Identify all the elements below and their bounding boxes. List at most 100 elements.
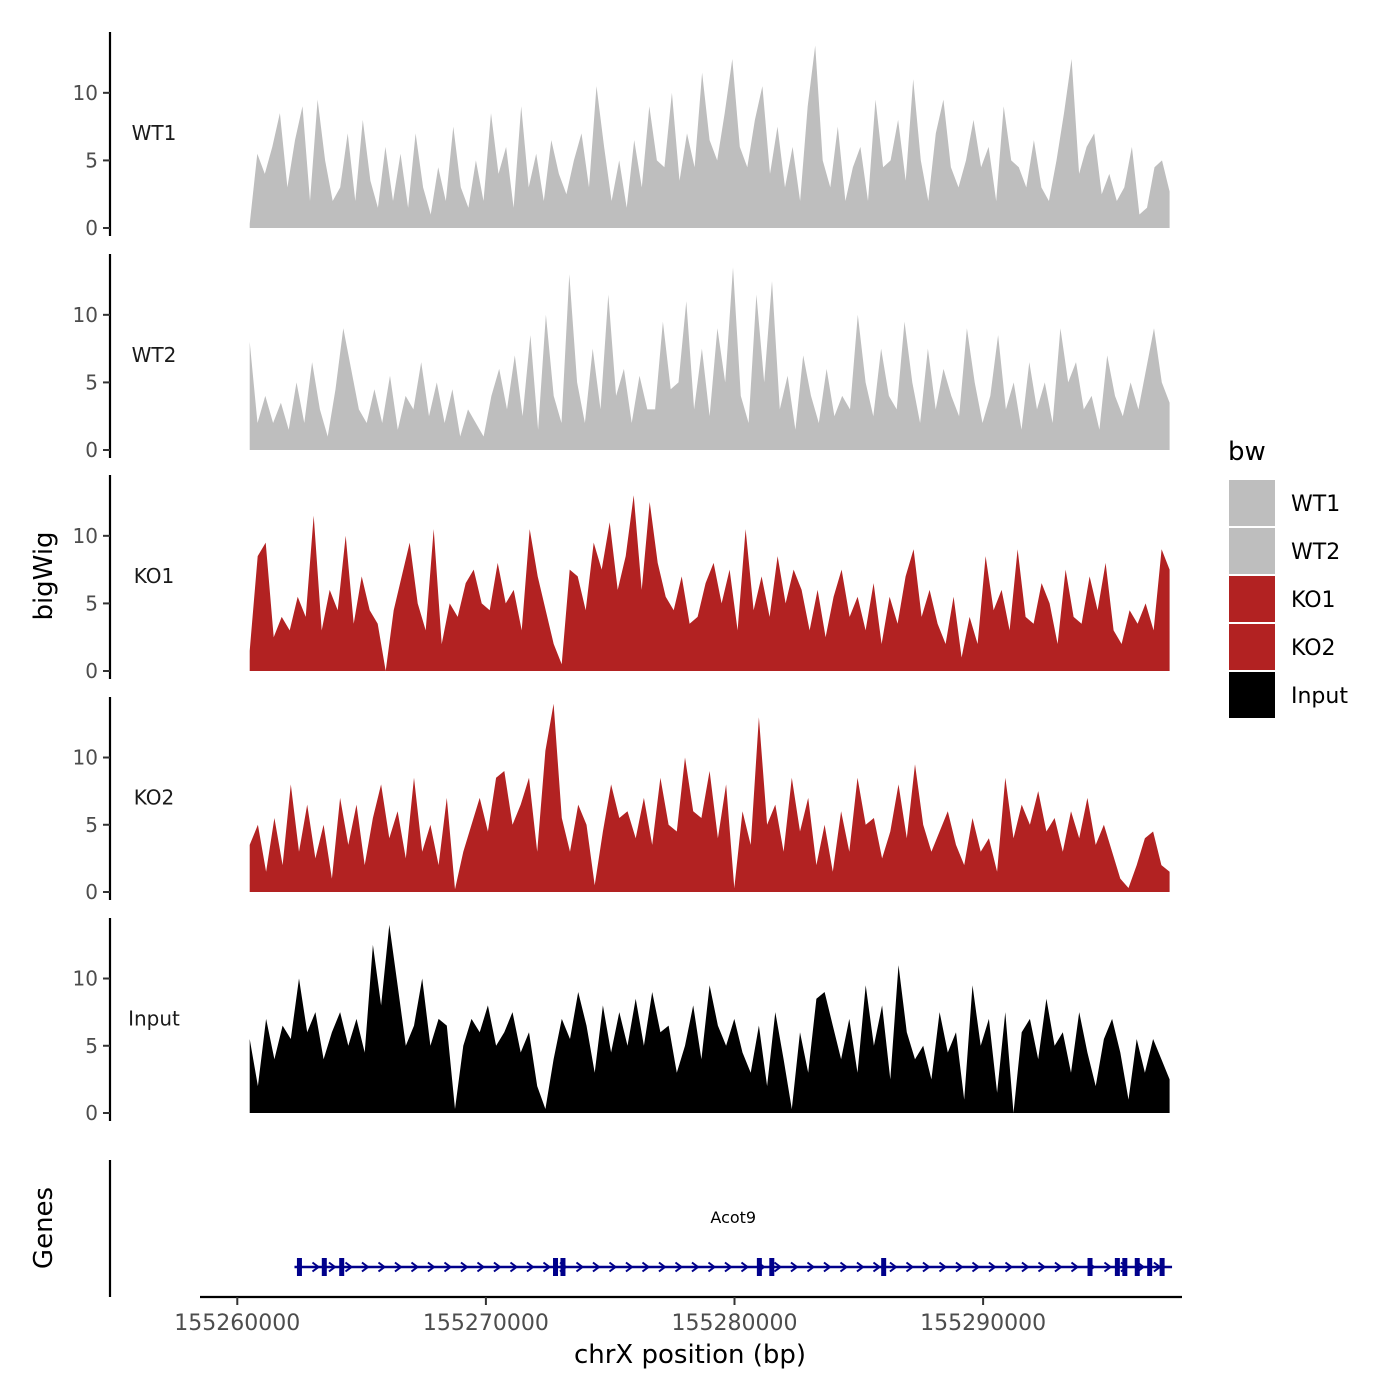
- strand-arrow: [427, 1261, 436, 1273]
- y-tick-label: 0: [85, 438, 98, 462]
- gene-label: Acot9: [710, 1208, 756, 1227]
- track-label: WT2: [132, 343, 177, 367]
- strand-arrow: [889, 1261, 898, 1273]
- track-label: KO1: [134, 564, 175, 588]
- signal-tracks: 0 5 10 WT1 0 5 10 WT2 0 5 10 KO1 0 5 10 KO2 0 5 10 Input: [73, 32, 1170, 1125]
- strand-arrow: [922, 1261, 931, 1273]
- x-tick-label: 155290000: [920, 1311, 1046, 1336]
- y-tick-label: 5: [85, 148, 98, 172]
- exon: [1134, 1258, 1140, 1276]
- strand-arrow: [971, 1261, 981, 1273]
- track-ko2: 0 5 10 KO2: [73, 697, 1170, 904]
- y-tick-label: 0: [85, 216, 98, 240]
- y-tick-label: 10: [73, 303, 98, 327]
- strand-arrow: [592, 1261, 601, 1273]
- strand-arrow: [394, 1261, 403, 1273]
- y-tick-label: 10: [73, 524, 98, 548]
- x-tick-label: 155270000: [423, 1311, 549, 1336]
- strand-arrow: [509, 1261, 519, 1273]
- strand-arrow: [856, 1261, 865, 1273]
- strand-arrow: [460, 1261, 469, 1273]
- strand-arrow: [823, 1261, 832, 1273]
- signal-area-wt1: [249, 45, 1170, 228]
- y-tick-label: 5: [85, 370, 98, 394]
- exon: [560, 1258, 566, 1276]
- strand-arrow: [839, 1261, 849, 1273]
- legend-label-ko2: KO2: [1291, 636, 1336, 661]
- exon: [769, 1258, 775, 1276]
- legend: bw WT1 WT2 KO1 KO2 Input: [1228, 437, 1348, 718]
- strand-arrow: [773, 1261, 783, 1273]
- y-tick-label: 10: [73, 746, 98, 770]
- strand-arrow: [938, 1261, 948, 1273]
- legend-label-input: Input: [1291, 684, 1348, 709]
- strand-arrow: [410, 1261, 420, 1273]
- track-wt1: 0 5 10 WT1: [73, 32, 1170, 240]
- track-input: 0 5 10 Input: [73, 918, 1170, 1125]
- exon: [1087, 1258, 1093, 1276]
- track-wt2: 0 5 10 WT2: [73, 254, 1170, 462]
- legend-label-wt1: WT1: [1291, 492, 1340, 517]
- strand-arrow: [707, 1261, 717, 1273]
- track-label: Input: [128, 1006, 180, 1030]
- y-tick-label: 0: [85, 1101, 98, 1125]
- strand-arrow: [377, 1261, 387, 1273]
- y-tick-label: 0: [85, 659, 98, 683]
- strand-arrow: [311, 1261, 321, 1273]
- signal-area-ko1: [249, 495, 1170, 671]
- strand-arrow: [955, 1261, 964, 1273]
- track-ko1: 0 5 10 KO1: [73, 475, 1170, 683]
- strand-arrow: [806, 1261, 816, 1273]
- strand-arrow: [328, 1261, 337, 1273]
- strand-arrow: [988, 1261, 997, 1273]
- exon: [881, 1258, 887, 1276]
- legend-key-wt2: [1229, 528, 1275, 574]
- strand-arrow: [1004, 1261, 1014, 1273]
- strand-arrow: [641, 1261, 651, 1273]
- strand-arrow: [1021, 1261, 1030, 1273]
- strand-arrow: [361, 1261, 370, 1273]
- y-tick-label: 10: [73, 967, 98, 991]
- strand-arrow: [526, 1261, 535, 1273]
- strand-arrow: [1054, 1261, 1063, 1273]
- y-tick-label: 5: [85, 1034, 98, 1058]
- strand-arrow: [542, 1261, 552, 1273]
- y-tick-label: 5: [85, 813, 98, 837]
- exon: [339, 1258, 345, 1276]
- strand-arrow: [344, 1261, 354, 1273]
- strand-arrow: [1103, 1261, 1113, 1273]
- genes-axis-title: Genes: [29, 1187, 59, 1269]
- legend-key-wt1: [1229, 480, 1275, 526]
- strand-arrow: [1070, 1261, 1080, 1273]
- x-tick-label: 155260000: [174, 1311, 300, 1336]
- legend-key-ko1: [1229, 576, 1275, 622]
- y-tick-label: 0: [85, 880, 98, 904]
- y-tick-label: 5: [85, 591, 98, 615]
- strand-arrow: [691, 1261, 700, 1273]
- legend-key-input: [1229, 672, 1275, 718]
- strand-arrow: [724, 1261, 733, 1273]
- legend-title: bw: [1228, 437, 1266, 467]
- signal-area-ko2: [249, 703, 1170, 892]
- signal-area-input: [249, 924, 1170, 1113]
- track-label: WT1: [132, 121, 177, 145]
- genes-panel: Acot9: [108, 1160, 1173, 1297]
- exon: [1147, 1258, 1153, 1276]
- strand-arrow: [790, 1261, 799, 1273]
- strand-arrow: [1037, 1261, 1047, 1273]
- exon: [756, 1258, 762, 1276]
- exon: [1122, 1258, 1128, 1276]
- strand-arrow: [493, 1261, 502, 1273]
- y-axis-title: bigWig: [29, 531, 59, 620]
- strand-arrow: [608, 1261, 618, 1273]
- x-axis: 155260000 155270000 155280000 155290000: [174, 1295, 1182, 1336]
- strand-arrow: [740, 1261, 750, 1273]
- strand-arrow: [905, 1261, 915, 1273]
- strand-arrow: [872, 1261, 882, 1273]
- exon: [296, 1258, 302, 1276]
- strand-arrow: [575, 1261, 585, 1273]
- x-tick-label: 155280000: [672, 1311, 798, 1336]
- strand-arrow: [476, 1261, 486, 1273]
